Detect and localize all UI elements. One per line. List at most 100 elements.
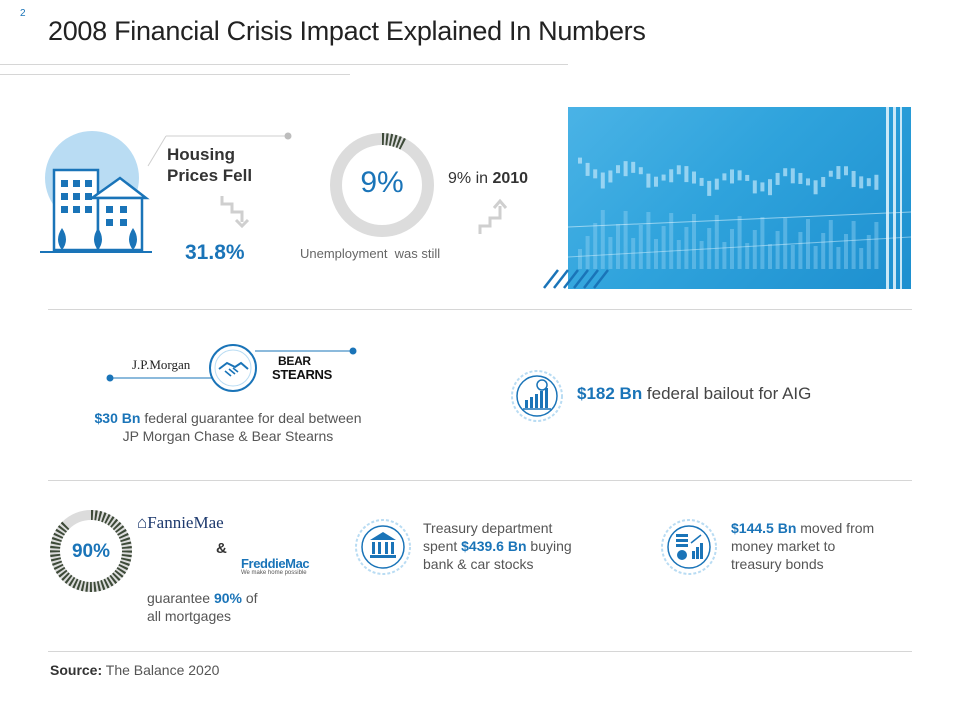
mortgages-text-pre: guarantee [147, 590, 214, 606]
source-label: Source: [50, 662, 103, 678]
photo-candle [760, 182, 765, 192]
photo-candle [722, 173, 727, 181]
photo-candle [836, 166, 841, 180]
section-divider-3 [48, 651, 912, 652]
photo-candle [676, 165, 681, 175]
treasury-amount: $439.6 Bn [461, 538, 527, 554]
photo-volume-bar [714, 215, 719, 269]
bear-stearns-logo: BEAR STEARNS [272, 354, 332, 382]
money-market-amount: $144.5 Bn [731, 520, 797, 536]
photo-volume-bar [806, 219, 810, 269]
photo-volume-bar [874, 222, 879, 269]
photo-volume-bar [669, 213, 674, 269]
hatch-decoration [543, 269, 609, 289]
photo-candle [684, 166, 689, 183]
unemployment-2010: 9% in 2010 [448, 170, 528, 188]
photo-volume-bar [760, 217, 765, 269]
photo-candle [600, 172, 605, 189]
fannie-mark-icon: ⌂ [137, 513, 148, 532]
jpm-amount: $30 Bn [94, 410, 141, 426]
freddiemac-logo: FreddieMac We make home possible [241, 556, 310, 576]
aig-amount: $182 Bn [577, 384, 643, 403]
unemployment-text-pre: 9% in [448, 170, 493, 187]
stairs-down-icon [220, 196, 250, 228]
title-divider-short [0, 74, 350, 75]
photo-candle [593, 169, 598, 179]
photo-volume-bar [699, 241, 704, 269]
money-market-line2: money market to [731, 538, 836, 554]
photo-volume-bar [798, 232, 803, 269]
page-number: 2 [20, 8, 26, 19]
photo-candle [859, 176, 864, 189]
page-title: 2008 Financial Crisis Impact Explained I… [48, 16, 646, 46]
photo-volume-bar [836, 247, 841, 269]
bailout-chart-icon [511, 370, 563, 422]
photo-volume-bar [828, 220, 833, 269]
photo-volume-bar [866, 235, 871, 269]
bear-logo-line-1: BEAR [278, 354, 311, 368]
fanniemae-logo: ⌂FannieMae [137, 513, 224, 533]
photo-candle [874, 174, 879, 190]
photo-volume-bar [661, 226, 666, 269]
photo-candle [585, 162, 590, 176]
money-market-line1: moved from [796, 520, 875, 536]
photo-volume-bar [737, 216, 742, 269]
photo-volume-bar [768, 244, 772, 269]
section-divider-2 [48, 480, 912, 481]
unemployment-donut [330, 133, 434, 237]
photo-candle [821, 176, 826, 187]
mortgages-donut-value: 90% [71, 541, 111, 562]
photo-candle [783, 168, 788, 177]
photo-candle [866, 178, 871, 187]
photo-volume-bar [676, 240, 681, 269]
photo-volume-bar [752, 230, 757, 269]
photo-volume-bar [600, 210, 605, 269]
stock-chart-graphic [568, 107, 911, 289]
photo-candle [578, 157, 582, 164]
jpm-description: $30 Bn federal guarantee for deal betwee… [78, 409, 378, 445]
photo-volume-bar [593, 223, 598, 269]
housing-value: 31.8% [185, 241, 245, 264]
mortgages-text-post: of [241, 590, 258, 606]
photo-volume-bar [692, 214, 696, 269]
photo-candle [669, 169, 674, 183]
photo-candle [616, 165, 620, 174]
mortgages-text-line2: all mortgages [147, 608, 232, 624]
photo-candle [828, 170, 833, 177]
photo-candle [661, 174, 666, 181]
photo-candle [608, 170, 613, 183]
photo-candle [646, 173, 651, 188]
photo-candle [631, 161, 636, 173]
photo-candle [752, 180, 757, 194]
photo-volume-bar [844, 234, 848, 269]
unemployment-donut-value: 9% [360, 166, 404, 199]
photo-volume-bar [775, 231, 780, 269]
photo-candle [768, 179, 772, 196]
jpm-desc-2: JP Morgan Chase & Bear Stearns [122, 428, 334, 444]
photo-candle [638, 167, 643, 175]
housing-label: Housing Prices Fell [167, 145, 253, 185]
photo-candle [775, 172, 780, 185]
photo-volume-bar [646, 212, 651, 269]
photo-candle [623, 161, 628, 177]
handshake-icon [209, 344, 257, 392]
photo-volume-bar [623, 211, 628, 269]
photo-candle [707, 180, 712, 196]
section-divider-1 [48, 309, 912, 310]
title-divider [0, 64, 568, 65]
photo-candle [699, 177, 704, 186]
jpmorgan-logo: J.P.Morgan [132, 357, 191, 372]
mortgages-percent: 90% [213, 590, 242, 606]
jpm-connector-line [106, 347, 357, 382]
housing-icon [40, 131, 152, 253]
photo-volume-bar [638, 225, 643, 269]
photo-volume-bar [654, 239, 658, 269]
mortgages-ampersand: & [216, 540, 227, 557]
jpm-desc-1: federal guarantee for deal between [140, 410, 362, 426]
photo-volume-bar [813, 246, 818, 269]
photo-volume-bar [578, 249, 582, 269]
source-text: The Balance 2020 [102, 662, 220, 678]
freddie-logo-text: FreddieMac [241, 556, 310, 571]
photo-volume-bar [859, 248, 864, 269]
photo-volume-bar [745, 243, 750, 269]
